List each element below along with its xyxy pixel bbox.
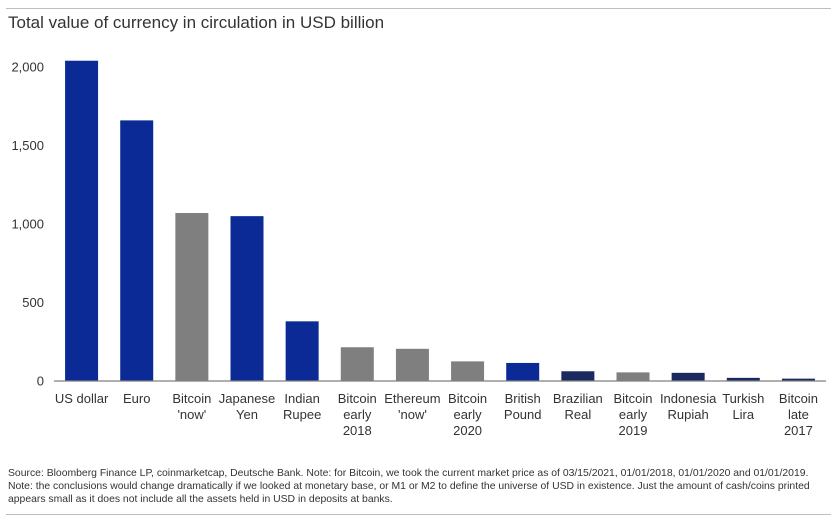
bar bbox=[506, 362, 540, 381]
x-tick-label: Brazilian Real bbox=[553, 391, 603, 422]
bar bbox=[285, 321, 319, 381]
x-tick-label: Bitcoin late 2017 bbox=[779, 391, 818, 438]
y-tick-label: 1,000 bbox=[11, 217, 44, 232]
bottom-rule bbox=[6, 514, 831, 515]
y-axis: 0 500 1,000 1,500 2,000 bbox=[11, 60, 44, 389]
x-tick-label: British Pound bbox=[504, 391, 542, 422]
bar bbox=[175, 213, 209, 381]
y-tick-label: 2,000 bbox=[11, 60, 44, 75]
source-note: Source: Bloomberg Finance LP, coinmarket… bbox=[8, 468, 810, 505]
bar bbox=[120, 120, 154, 381]
bar bbox=[671, 372, 705, 381]
x-tick-label: Indian Rupee bbox=[283, 391, 321, 422]
y-tick-label: 1,500 bbox=[11, 138, 44, 153]
chart-title: Total value of currency in circulation i… bbox=[8, 13, 385, 32]
x-tick-label: Ethereum'now' bbox=[384, 391, 440, 422]
y-tick-label: 0 bbox=[37, 374, 44, 389]
x-tick-label: Bitcoin early 2018 bbox=[338, 391, 377, 438]
bar bbox=[65, 60, 99, 381]
category-labels: US dollar Euro Bitcoin'now' Japanese Yen Indi… bbox=[55, 391, 818, 438]
x-tick-label: Turkish Lira bbox=[722, 391, 764, 422]
bar bbox=[230, 216, 264, 381]
x-tick-label: Japanese Yen bbox=[219, 391, 275, 422]
x-tick-label: US dollar bbox=[55, 391, 109, 406]
bar bbox=[395, 348, 429, 381]
top-rule bbox=[6, 8, 831, 9]
bar bbox=[781, 378, 815, 381]
x-tick-label: Bitcoin early 2020 bbox=[448, 391, 487, 438]
bar-chart: 0 500 1,000 1,500 2,000 US dollar Euro Bitcoin… bbox=[11, 60, 826, 438]
bar bbox=[340, 347, 374, 381]
bar bbox=[726, 377, 760, 381]
bar bbox=[561, 371, 595, 381]
x-tick-label: Bitcoin'now' bbox=[172, 391, 211, 422]
x-tick-label: Bitcoin early 2019 bbox=[613, 391, 652, 438]
bar bbox=[451, 361, 485, 381]
x-tick-label: Euro bbox=[123, 391, 150, 406]
y-tick-label: 500 bbox=[22, 295, 44, 310]
bar bbox=[616, 372, 650, 381]
x-tick-label: Indonesia Rupiah bbox=[660, 391, 717, 422]
bars bbox=[65, 60, 815, 381]
